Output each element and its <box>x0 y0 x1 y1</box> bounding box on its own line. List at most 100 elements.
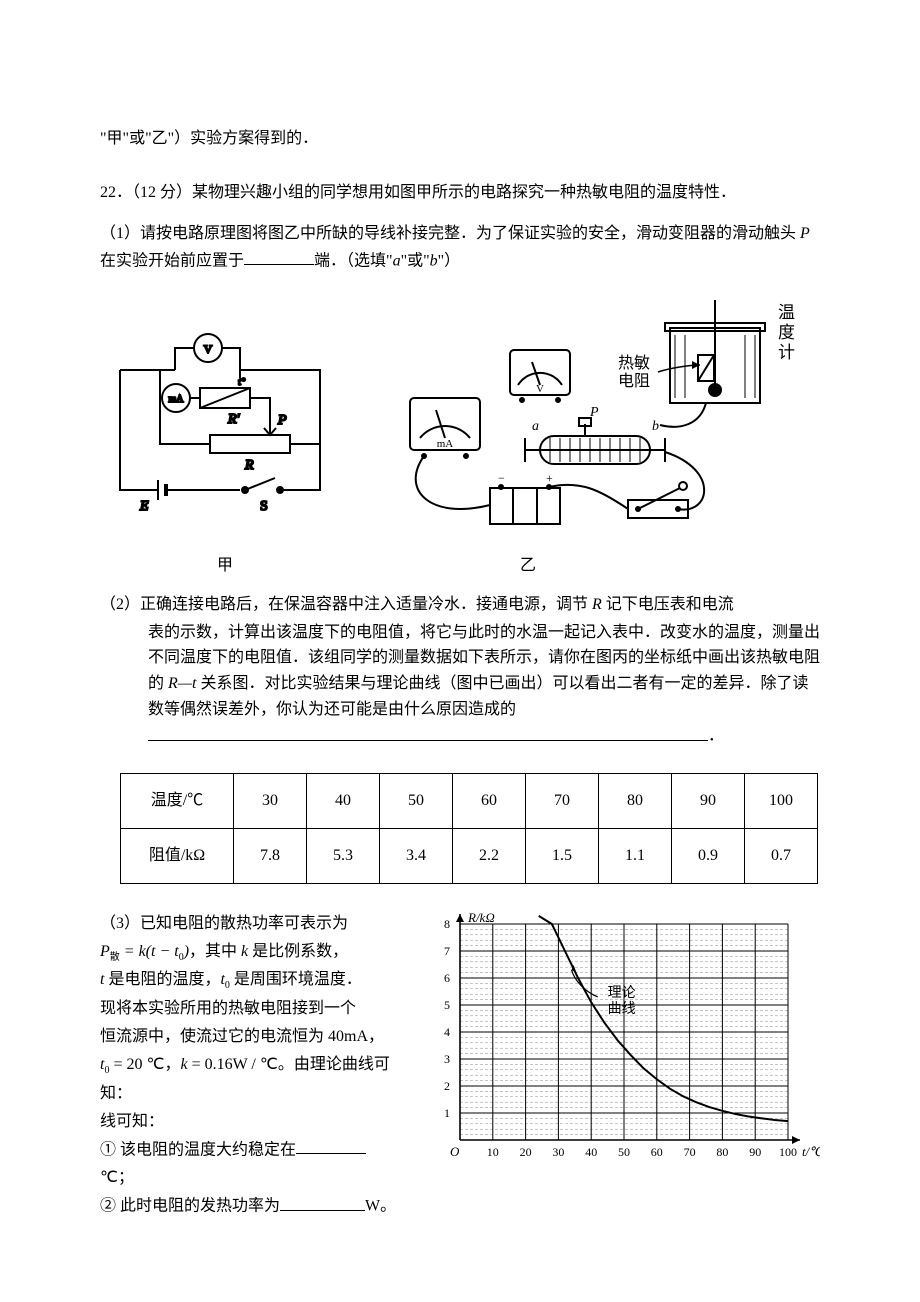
td: 2.2 <box>453 828 526 883</box>
q22-sub1-end: "） <box>438 252 461 269</box>
q22-heading: 22．（12 分）某物理兴趣小组的同学想用如图甲所示的电路探究一种热敏电阻的温度… <box>100 180 820 206</box>
q22-sub2-dot: ． <box>708 728 724 745</box>
svg-text:t/℃: t/℃ <box>802 1144 820 1159</box>
svg-text:度: 度 <box>778 323 795 342</box>
q22-sub3-d: 是电阻的温度， <box>108 971 220 988</box>
td: 30 <box>234 774 307 829</box>
opt-a: a <box>393 252 401 269</box>
blank-power <box>280 1192 365 1211</box>
prev-question-tail: "甲"或"乙"）实验方案得到的． <box>100 126 820 152</box>
q22-sub3-e0: 是周围环境温度． <box>230 971 362 988</box>
sym-k: k <box>237 943 252 960</box>
svg-text:1: 1 <box>444 1106 450 1120</box>
q22-sub1-mid: "或" <box>401 252 430 269</box>
kv-eq: = 0.16W / ℃ <box>188 1056 278 1073</box>
q22-sub3-q1u: ℃； <box>100 1169 134 1186</box>
svg-text:4: 4 <box>444 1025 450 1039</box>
q22-sub1-text-b: 在实验开始前应置于 <box>100 252 244 269</box>
data-table: 温度/℃ 30 40 50 60 70 80 90 100 阻值/kΩ 7.8 … <box>120 773 818 883</box>
td: 80 <box>599 774 672 829</box>
th-temp: 温度/℃ <box>121 774 234 829</box>
svg-text:E: E <box>139 499 149 514</box>
td: 60 <box>453 774 526 829</box>
svg-text:电阻: 电阻 <box>618 372 650 390</box>
svg-text:+: + <box>546 471 553 485</box>
apparatus-fig-right: 温 度 计 热敏 电阻 V <box>370 290 810 578</box>
svg-text:30: 30 <box>552 1145 564 1159</box>
svg-text:热敏: 热敏 <box>618 354 650 372</box>
schematic-svg: V mA t° R' P <box>100 310 350 540</box>
svg-text:mA: mA <box>169 394 185 405</box>
svg-text:曲线: 曲线 <box>608 1001 636 1017</box>
td: 7.8 <box>234 828 307 883</box>
q22-sub3-text: （3）已知电阻的散热功率可表示为 P散 = k(t − t0)，其中 k 是比例… <box>100 910 398 1221</box>
q22-sub3-q2u: W。 <box>365 1198 396 1215</box>
td: 1.1 <box>599 828 672 883</box>
svg-text:7: 7 <box>444 944 450 958</box>
svg-text:10: 10 <box>487 1145 499 1159</box>
q22-sub2-a: （2）正确连接电路后，在保温容器中注入适量冷水．接通电源，调节 <box>100 596 588 613</box>
sym-kv: k <box>180 1056 187 1073</box>
svg-text:计: 计 <box>778 343 795 362</box>
svg-text:mA: mA <box>437 438 454 450</box>
q22-sub2-a2: 记下电压表和电流 <box>606 596 734 613</box>
apparatus-svg: 温 度 计 热敏 电阻 V <box>370 290 810 540</box>
svg-text:20: 20 <box>520 1145 532 1159</box>
svg-text:理论: 理论 <box>608 984 636 1000</box>
q22-sub3-c: 是比例系数， <box>252 943 348 960</box>
td: 3.4 <box>380 828 453 883</box>
svg-text:2: 2 <box>444 1079 450 1093</box>
th-res: 阻值/kΩ <box>121 828 234 883</box>
sym-rt: R—t <box>164 675 200 692</box>
q22-sub3-e2: 恒流源中，使流过它的电流恒为 40mA， <box>100 1028 384 1045</box>
td: 70 <box>526 774 599 829</box>
caption-right: 乙 <box>370 553 810 579</box>
svg-text:R/kΩ: R/kΩ <box>467 910 495 925</box>
q22-sub2: （2）正确连接电路后，在保温容器中注入适量冷水．接通电源，调节 R 记下电压表和… <box>100 592 820 749</box>
svg-text:V: V <box>204 342 213 356</box>
svg-text:P: P <box>277 413 287 428</box>
svg-text:5: 5 <box>444 998 450 1012</box>
rt-chart-svg: O10203040506070809010012345678R/kΩt/℃理论曲… <box>420 910 820 1166</box>
svg-text:8: 8 <box>444 917 450 931</box>
svg-text:R': R' <box>227 412 241 427</box>
svg-text:b: b <box>652 419 659 434</box>
rt-chart: O10203040506070809010012345678R/kΩt/℃理论曲… <box>420 910 820 1221</box>
q22-sub3-q1: ① 该电阻的温度大约稳定在 <box>100 1141 296 1158</box>
t0v-eq: = 20 ℃， <box>109 1056 180 1073</box>
formula-eq: = k(t − t <box>120 943 179 960</box>
svg-text:70: 70 <box>684 1145 696 1159</box>
svg-text:a: a <box>532 419 539 434</box>
blank-ab-end <box>244 247 314 266</box>
table-row-temp: 温度/℃ 30 40 50 60 70 80 90 100 <box>121 774 818 829</box>
q22-sub3-a: （3）已知电阻的散热功率可表示为 <box>100 915 348 932</box>
svg-text:−: − <box>498 471 505 485</box>
opt-b: b <box>430 252 438 269</box>
sym-p: P <box>796 225 809 242</box>
schematic-fig-left: V mA t° R' P <box>100 310 350 578</box>
svg-text:100: 100 <box>779 1145 797 1159</box>
svg-text:50: 50 <box>618 1145 630 1159</box>
svg-text:P: P <box>589 405 599 420</box>
td: 90 <box>672 774 745 829</box>
svg-text:S: S <box>260 499 268 514</box>
svg-text:90: 90 <box>749 1145 761 1159</box>
td: 5.3 <box>307 828 380 883</box>
svg-text:40: 40 <box>585 1145 597 1159</box>
q22-sub1-text-a: （1）请按电路原理图将图乙中所缺的导线补接完整．为了保证实验的安全，滑动变阻器的… <box>100 225 796 242</box>
caption-left: 甲 <box>100 553 350 579</box>
td: 100 <box>745 774 818 829</box>
svg-text:温: 温 <box>778 303 795 322</box>
table-row-res: 阻值/kΩ 7.8 5.3 3.4 2.2 1.5 1.1 0.9 0.7 <box>121 828 818 883</box>
td: 50 <box>380 774 453 829</box>
formula-sub: 散 <box>110 952 120 963</box>
q22-sub1-text-c: 端．（选填" <box>314 252 393 269</box>
q22-sub3-tail: 线可知： <box>100 1108 398 1136</box>
q22-sub3-e1: 现将本实验所用的热敏电阻接到一个 <box>100 1000 356 1017</box>
td: 40 <box>307 774 380 829</box>
q22-sub3-b: ，其中 <box>189 943 237 960</box>
q22-sub1: （1）请按电路原理图将图乙中所缺的导线补接完整．为了保证实验的安全，滑动变阻器的… <box>100 221 820 274</box>
blank-reason <box>148 722 708 741</box>
td: 1.5 <box>526 828 599 883</box>
formula-P: P <box>100 943 110 960</box>
